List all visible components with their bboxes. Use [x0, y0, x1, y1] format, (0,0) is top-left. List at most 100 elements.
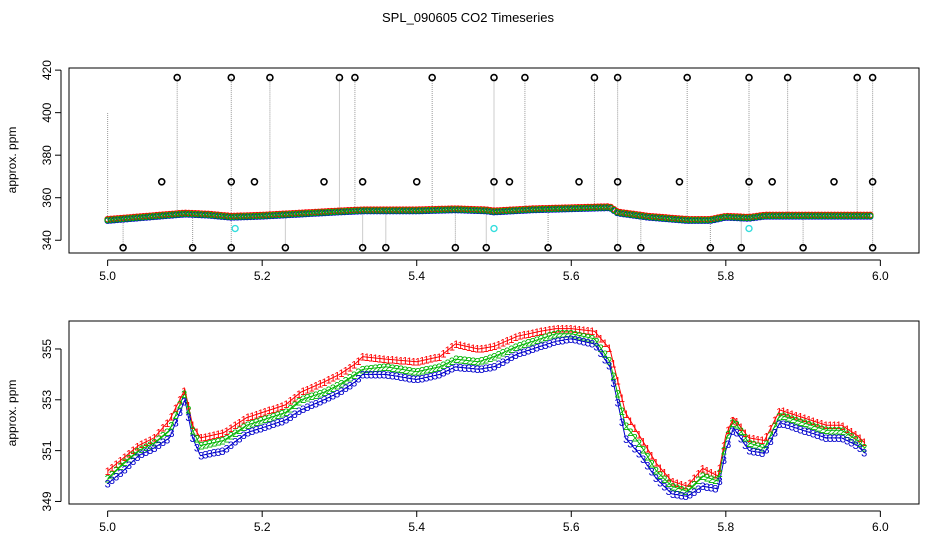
baseline-point — [743, 214, 751, 222]
outlier-point — [613, 177, 622, 186]
outlier-point — [783, 73, 792, 82]
series-3-point: 3 — [814, 430, 820, 442]
cyan-point — [745, 224, 753, 233]
series-3-point: 3 — [156, 440, 162, 452]
baseline-point — [133, 214, 141, 221]
series-3-point: 3 — [211, 448, 217, 460]
series-1-point: 1 — [394, 355, 400, 367]
outlier-point — [590, 73, 599, 82]
series-3-point: 3 — [440, 368, 446, 380]
series-3-point: 3 — [772, 428, 778, 440]
series-1-point: 1 — [457, 340, 463, 352]
top-panel-ylabel: approx. ppm — [5, 127, 19, 194]
series-3-point: 3 — [173, 418, 179, 430]
baseline-point — [224, 213, 231, 220]
series-3-point: 3 — [551, 337, 557, 349]
baseline-point — [253, 212, 261, 220]
baseline-point — [536, 205, 543, 213]
series-1-point: 1 — [776, 406, 782, 418]
baseline-point — [704, 216, 712, 224]
baseline-point — [493, 208, 501, 215]
series-3-point: 3 — [355, 374, 361, 386]
series-1-point: 1 — [224, 426, 230, 438]
series-3-point: 3 — [823, 433, 829, 445]
baseline-point — [208, 211, 215, 219]
outlier-point — [351, 73, 359, 82]
bottom-x-tick-label: 5.8 — [717, 520, 734, 534]
baseline-point — [175, 210, 183, 218]
baseline-point — [785, 212, 793, 220]
series-2-point: 2 — [275, 410, 281, 422]
series-1-point: 1 — [836, 420, 842, 432]
series-1-point: 1 — [763, 432, 769, 444]
series-1-point: 1 — [385, 354, 391, 366]
series-2-point: 2 — [436, 362, 442, 374]
series-1-point: 1 — [236, 417, 242, 429]
series-3-point: 3 — [695, 484, 701, 496]
series-1-point: 1 — [470, 343, 476, 355]
series-3-point: 3 — [623, 434, 629, 446]
outlier-point — [637, 243, 645, 252]
series-3-line — [107, 338, 866, 497]
series-3-point: 3 — [364, 369, 370, 381]
series-2-point: 2 — [139, 444, 145, 456]
series-1-point: 1 — [751, 434, 757, 446]
baseline-point — [841, 212, 848, 220]
series-2-point: 2 — [372, 363, 378, 375]
top-x-tick-label: 5.2 — [254, 269, 271, 283]
series-1-point: 1 — [687, 478, 693, 490]
baseline-point — [406, 207, 413, 214]
baseline-point — [480, 207, 488, 214]
series-2-point: 2 — [861, 442, 867, 454]
outlier-point — [737, 243, 746, 252]
series-3-point: 3 — [181, 397, 187, 409]
series-2-point: 2 — [483, 354, 489, 366]
series-1-point: 1 — [831, 420, 837, 432]
series-2-point: 2 — [474, 357, 480, 369]
series-3-point: 3 — [105, 479, 111, 491]
series-3-point: 3 — [568, 334, 574, 346]
series-3-point: 3 — [547, 338, 553, 350]
series-2-point: 2 — [802, 418, 808, 430]
series-3-point: 3 — [729, 426, 735, 438]
series-2-point: 2 — [848, 432, 854, 444]
cyan-point — [490, 224, 498, 233]
series-3-point: 3 — [113, 472, 119, 484]
series-2-point: 2 — [525, 338, 531, 350]
series-1-point: 1 — [173, 403, 179, 415]
outlier-point — [482, 243, 491, 252]
series-1-point: 1 — [466, 342, 472, 354]
series-3-point: 3 — [827, 433, 833, 445]
series-2-point: 2 — [785, 413, 791, 425]
top-y-tick-label: 360 — [40, 187, 54, 207]
series-2-point: 2 — [666, 478, 672, 490]
outlier-point — [227, 177, 236, 186]
series-3-point: 3 — [215, 447, 221, 459]
series-2-point: 2 — [449, 356, 455, 368]
baseline-point — [636, 212, 644, 219]
series-3-point: 3 — [241, 430, 247, 442]
series-1-point: 1 — [559, 324, 565, 336]
series-2-point: 2 — [738, 426, 744, 438]
outlier-point — [706, 243, 715, 252]
series-1-point: 1 — [517, 331, 523, 343]
baseline-point — [824, 212, 832, 220]
baseline-point — [461, 206, 468, 213]
series-1-point: 1 — [644, 444, 650, 456]
series-3-point: 3 — [640, 454, 646, 466]
series-2-point: 2 — [270, 411, 276, 423]
series-2-point: 2 — [649, 458, 655, 470]
baseline-point — [370, 207, 378, 214]
chart-title: SPL_090605 CO2 Timeseries — [382, 10, 554, 25]
series-1-point: 1 — [700, 463, 706, 475]
baseline-point — [295, 210, 303, 218]
baseline-point — [539, 205, 546, 213]
series-2-point: 2 — [462, 355, 468, 367]
series-2-point: 2 — [598, 343, 604, 355]
series-1-point: 1 — [666, 473, 672, 485]
series-2-point: 2 — [364, 364, 370, 376]
baseline-point — [454, 206, 462, 213]
baseline-point — [166, 211, 173, 219]
series-2-point: 2 — [564, 329, 570, 341]
series-1-point: 1 — [258, 408, 264, 420]
